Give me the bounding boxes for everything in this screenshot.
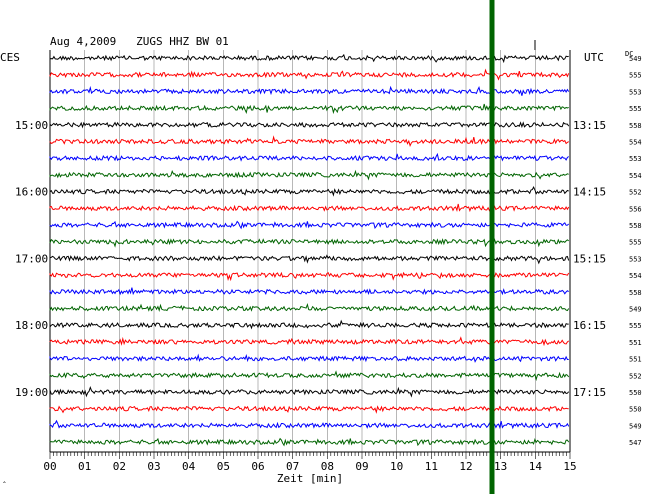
left-time-label: 19:00 xyxy=(15,386,48,399)
dc-value-label: 558 xyxy=(629,122,642,130)
dc-value-label: 555 xyxy=(629,322,642,330)
seismic-trace xyxy=(49,405,569,414)
seismic-trace xyxy=(49,254,570,265)
dc-value-label: 555 xyxy=(629,72,642,80)
time-labels: 549 555 553 555 558 554 553 554 552 556 558 555 553 5… xyxy=(15,55,642,447)
right-timezone-header: UTC xyxy=(584,51,604,64)
dc-header: DC xyxy=(625,50,633,58)
seismic-trace xyxy=(49,135,569,147)
left-time-label: 18:00 xyxy=(15,319,48,332)
seismic-trace xyxy=(49,120,570,129)
dc-value-label: 553 xyxy=(629,255,642,263)
seismic-trace xyxy=(49,319,569,330)
dc-value-label: 555 xyxy=(629,239,642,247)
left-time-label: 16:00 xyxy=(15,186,48,199)
seismic-trace xyxy=(49,169,569,181)
dc-value-label: 558 xyxy=(629,222,642,230)
dc-value-label: 554 xyxy=(629,172,642,180)
x-tick-label: 08 xyxy=(321,460,334,473)
trace-group xyxy=(49,53,570,447)
dc-value-label: 552 xyxy=(629,372,642,380)
dc-value-label: 550 xyxy=(629,406,642,414)
right-time-label: 16:15 xyxy=(573,319,606,332)
x-tick-label: 11 xyxy=(425,460,438,473)
seismic-trace xyxy=(49,437,570,447)
x-tick-label: 09 xyxy=(355,460,368,473)
dc-value-label: 551 xyxy=(629,339,642,347)
seismic-trace xyxy=(49,287,569,296)
x-tick-label: 01 xyxy=(78,460,91,473)
dc-value-label: 551 xyxy=(629,356,642,364)
right-time-label: 17:15 xyxy=(573,386,606,399)
grid-lines xyxy=(49,40,571,452)
x-tick-label: 14 xyxy=(529,460,543,473)
x-tick-label: 04 xyxy=(182,460,196,473)
x-tick-label: 02 xyxy=(113,460,126,473)
x-tick-label: 13 xyxy=(494,460,507,473)
seismic-trace xyxy=(49,386,570,398)
dc-value-label: 558 xyxy=(629,289,642,297)
dc-value-label: 554 xyxy=(629,139,642,147)
seismic-trace xyxy=(49,419,570,430)
dc-value-label: 556 xyxy=(629,205,642,213)
dc-value-label: 549 xyxy=(629,422,642,430)
right-time-label: 15:15 xyxy=(573,252,606,265)
left-timezone-header: CES xyxy=(0,51,20,64)
right-time-label: 14:15 xyxy=(573,186,606,199)
seismic-trace xyxy=(49,85,570,96)
dc-value-label: 553 xyxy=(629,155,642,163)
seismic-trace xyxy=(49,53,569,64)
chart-title: Aug 4,2009 ZUGS HHZ BW 01 xyxy=(50,35,229,48)
dc-value-label: 552 xyxy=(629,189,642,197)
seismic-trace xyxy=(49,336,570,347)
x-tick-label: 15 xyxy=(563,460,576,473)
seismic-trace xyxy=(49,238,570,248)
x-tick-label: 03 xyxy=(147,460,160,473)
corner-mark: ˆ xyxy=(2,480,7,490)
seismic-trace xyxy=(49,203,570,213)
dc-value-label: 553 xyxy=(629,88,642,96)
left-time-label: 15:00 xyxy=(15,119,48,132)
seismic-trace xyxy=(49,353,569,363)
x-axis-label: Zeit [min] xyxy=(277,472,343,485)
x-tick-label: 06 xyxy=(251,460,264,473)
dc-value-label: 554 xyxy=(629,272,642,280)
x-tick-label: 00 xyxy=(43,460,56,473)
x-axis: 00 01 02 03 04 05 06 07 08 09 10 11 12 13 14 15 xyxy=(43,451,577,473)
seismic-trace xyxy=(49,302,570,312)
seismic-trace xyxy=(49,68,570,81)
seismic-trace xyxy=(49,185,569,197)
x-tick-label: 12 xyxy=(459,460,472,473)
x-tick-label: 10 xyxy=(390,460,403,473)
dc-value-label: 549 xyxy=(629,55,642,63)
dc-value-label: 547 xyxy=(629,439,642,447)
seismic-trace xyxy=(49,370,570,382)
right-time-label: 13:15 xyxy=(573,119,606,132)
x-tick-label: 07 xyxy=(286,460,299,473)
seismic-trace xyxy=(49,220,570,230)
seismic-trace xyxy=(49,103,569,115)
seismic-trace xyxy=(49,152,570,162)
dc-value-label: 550 xyxy=(629,389,642,397)
left-time-label: 17:00 xyxy=(15,252,48,265)
seismic-trace xyxy=(49,271,570,282)
dc-value-label: 549 xyxy=(629,306,642,314)
x-tick-label: 05 xyxy=(217,460,230,473)
dc-value-label: 555 xyxy=(629,105,642,113)
